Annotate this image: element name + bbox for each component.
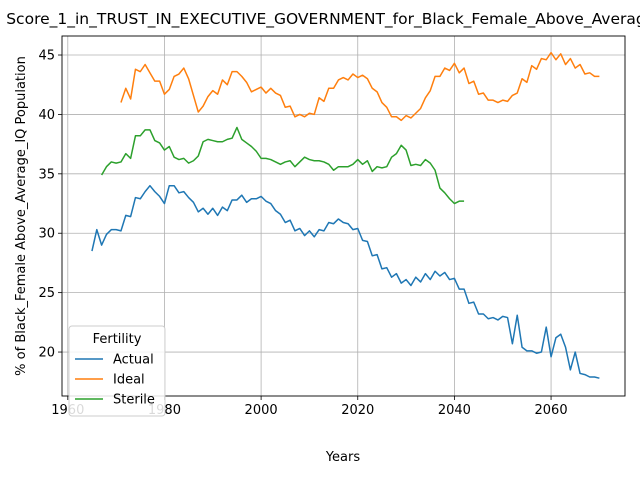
- chart-title: Score_1_in_TRUST_IN_EXECUTIVE_GOVERNMENT…: [6, 10, 640, 29]
- y-axis-label: % of Black_Female Above_Average_IQ Popul…: [14, 56, 29, 376]
- legend: Fertility Actual Ideal Sterile: [68, 325, 166, 417]
- series-layer: [91, 51, 600, 379]
- series-line-actual: [91, 184, 600, 379]
- plot-frame: [61, 35, 626, 397]
- grid-layer: [62, 36, 625, 396]
- y-tick-label: 30: [38, 227, 55, 242]
- legend-box: [68, 325, 166, 417]
- y-tick-label: 25: [38, 286, 55, 301]
- y-tick-label: 35: [38, 167, 55, 182]
- x-tick-label: 2020: [341, 403, 374, 418]
- x-axis-label: Years: [325, 450, 361, 465]
- legend-entries: Actual Ideal Sterile: [75, 353, 155, 408]
- y-tick-label: 45: [38, 49, 55, 64]
- series-line-sterile: [100, 126, 465, 205]
- legend-label-actual: Actual: [113, 353, 154, 368]
- x-tick-label: 2060: [535, 403, 568, 418]
- legend-label-sterile: Sterile: [113, 393, 155, 408]
- y-tick-label: 20: [38, 346, 55, 361]
- y-tick-label: 40: [38, 108, 55, 123]
- series-line-ideal: [120, 51, 600, 122]
- x-tick-label: 2040: [438, 403, 471, 418]
- x-tick-label: 2000: [245, 403, 278, 418]
- legend-title: Fertility: [93, 332, 142, 347]
- legend-label-ideal: Ideal: [113, 373, 145, 388]
